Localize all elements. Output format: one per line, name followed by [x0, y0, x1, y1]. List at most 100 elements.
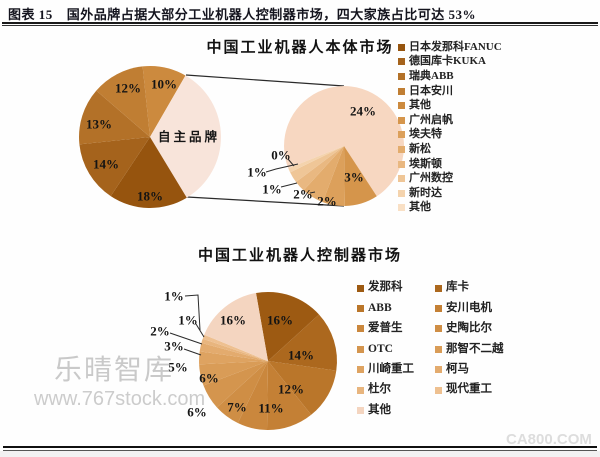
legend-swatch-icon [398, 72, 405, 80]
legend-item-label: 埃斯顿 [409, 157, 442, 170]
figure-number: 图表 15 [8, 7, 53, 22]
legend-swatch-icon [398, 116, 405, 124]
legend-swatch-icon [398, 204, 405, 212]
legend-item-label: 日本安川 [409, 84, 453, 97]
legend-item-label: 新松 [409, 142, 431, 155]
pie-slice-label: 2% [293, 187, 313, 202]
pie-of-pie-connector-line [186, 196, 345, 207]
pie-slice-label: 3% [344, 170, 364, 185]
pie-slice-label: 13% [86, 117, 112, 132]
pie-slice [199, 342, 268, 361]
pie-slice-label: 14% [93, 157, 119, 172]
pie-slice-label: 12% [278, 382, 304, 397]
pie-slice-label: 1% [247, 165, 267, 180]
pie-slice-label: 7% [227, 400, 247, 415]
legend-item-label: 德国库卡KUKA [409, 55, 486, 68]
pie-slice-label: 1% [178, 313, 198, 328]
legend-item: 广州数控 [398, 171, 502, 186]
bottom-rule [3, 446, 597, 451]
legend-swatch-icon [398, 87, 405, 95]
legend-swatch-icon [357, 345, 364, 353]
legend-item-label: 爱普生 [368, 322, 403, 335]
legend-swatch-icon [435, 284, 442, 292]
pie-of-pie-connector-line [185, 74, 345, 87]
legend-item: 安川电机 [435, 298, 504, 318]
label-leader-line [265, 163, 299, 173]
legend-item: 埃夫特 [398, 128, 502, 143]
legend-item: 新时达 [398, 186, 502, 201]
legend-item: 瑞典ABB [398, 69, 502, 84]
legend-item: 德国库卡KUKA [398, 55, 502, 70]
legend-swatch-icon [398, 43, 405, 51]
legend-item: 史陶比尔 [435, 319, 504, 339]
figure-header: 图表 15 国外品牌占据大部分工业机器人控制器市场，四大家族占比可达 53% [8, 4, 592, 23]
label-leader-line [184, 294, 201, 331]
pie-slice [268, 361, 337, 415]
legend-item: 爱普生 [357, 319, 435, 339]
legend-item-label: 发那科 [368, 281, 403, 294]
legend-swatch-icon [357, 386, 364, 394]
watermark-logo-text: 乐晴智库 [54, 354, 175, 385]
pie-slice-label: 14% [288, 348, 314, 363]
pie-slice-label: 2% [150, 324, 170, 339]
legend-item-label: 广州数控 [409, 172, 453, 185]
legend-item-label: 其他 [409, 201, 431, 214]
legend-item-label: 柯马 [446, 363, 469, 375]
legend-item: 川崎重工 [357, 360, 435, 380]
legend-item-label: 其他 [368, 403, 391, 416]
pie-slice-label: 16% [220, 313, 246, 328]
pie-slice [344, 146, 377, 206]
legend-item-label: 日本发那科FANUC [409, 40, 502, 53]
pie-slice-label: 2% [317, 194, 337, 209]
legend-item-label: 杜尔 [368, 383, 391, 396]
legend-item: 现代重工 [435, 380, 504, 400]
legend-item-label: 库卡 [446, 281, 469, 294]
legend-swatch-icon [435, 386, 442, 394]
legend-swatch-icon [357, 407, 364, 415]
legend-item-label: 现代重工 [446, 383, 492, 396]
legend-item-label: 新时达 [409, 186, 442, 199]
chart2-legend: 发那科 库卡 ABB 安川电机爱普生 史陶比尔 OTC 那智不二越 川崎重工 柯马杜尔 现代重工其… [357, 278, 504, 421]
legend-item-label: ABB [368, 301, 392, 314]
pie-slice-label: 自主品牌 [158, 129, 220, 144]
legend-item: OTC [357, 339, 435, 359]
legend-item-label: 广州启帆 [409, 113, 453, 126]
pie-slice [268, 314, 337, 371]
pie-slice [284, 86, 405, 197]
legend-swatch-icon [398, 145, 405, 153]
legend-item: 日本发那科FANUC [398, 40, 502, 55]
legend-item: 那智不二越 [435, 339, 504, 359]
pie-slice [199, 361, 268, 386]
pie-slice [303, 146, 344, 203]
legend-swatch-icon [398, 175, 405, 183]
legend-item-label: 瑞典ABB [409, 69, 454, 82]
legend-item: 新松 [398, 142, 502, 157]
pie-slice-label: 1% [262, 182, 282, 197]
label-leader-line [280, 182, 298, 188]
legend-swatch-icon [398, 102, 405, 110]
pie-slice [142, 66, 186, 137]
pie-slice-label: 18% [137, 189, 163, 204]
legend-item: 广州启帆 [398, 113, 502, 128]
pie-slice [322, 146, 345, 207]
legend-item: 日本安川 [398, 84, 502, 99]
legend-swatch-icon [398, 58, 405, 66]
pie-slice [202, 334, 268, 361]
pie-slice [79, 137, 150, 197]
pie-slice [217, 361, 268, 423]
pie-slice [296, 146, 344, 191]
legend-item-label: 那智不二越 [446, 342, 504, 355]
pie-slice-label: 16% [267, 313, 293, 328]
pie-slice [96, 66, 150, 137]
legend-item: 杜尔 [357, 380, 435, 400]
legend-swatch-icon [398, 160, 405, 168]
legend-item-label: 其他 [409, 99, 431, 112]
legend-item: 其他 [398, 201, 502, 216]
legend-item: 埃斯顿 [398, 157, 502, 172]
pie-slice [290, 146, 344, 182]
chart1-legend: 日本发那科FANUC 德国库卡KUKA 瑞典ABB 日本安川 其他 广州启帆 埃夫特 新松 埃斯… [398, 40, 502, 215]
header-rule [2, 22, 598, 26]
legend-item-label: 埃夫特 [409, 128, 442, 141]
legend-swatch-icon [435, 305, 442, 313]
legend-item: ABB [357, 298, 435, 318]
